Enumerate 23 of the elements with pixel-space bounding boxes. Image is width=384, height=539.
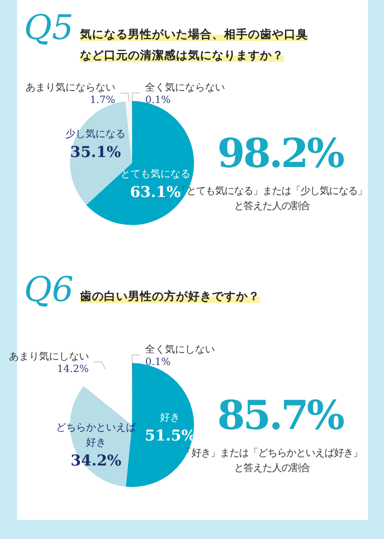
text: Q5 <box>24 8 74 48</box>
text: 98.2% <box>216 130 344 177</box>
text: と答えた人の割合 <box>234 201 310 212</box>
text: Q6 <box>24 270 74 310</box>
data-label: 51.5% <box>144 426 196 444</box>
data-label: 0.1% <box>145 357 171 368</box>
chart-title: 歯の白い男性の方が好きですか？ <box>80 289 260 303</box>
data-label: 14.2% <box>57 364 89 375</box>
text: 「好き」または「どちらかといえば好き」 <box>180 446 364 461</box>
data-label: 35.1% <box>70 142 121 161</box>
slice-label: 全く気にならない <box>145 82 226 94</box>
data-label: 34.2% <box>70 451 122 470</box>
slice-label: 少し気になる <box>66 128 126 140</box>
data-label: 0.1% <box>145 95 171 106</box>
slice-label: あまり気にしない <box>8 351 89 362</box>
text: 85.7% <box>217 392 343 439</box>
data-label: 1.7% <box>90 95 116 106</box>
slice-label: あまり気にならない <box>25 82 116 94</box>
slice-label: 全く気にしない <box>145 344 216 356</box>
text: と答えた人の割合 <box>233 462 311 476</box>
slice-label: 好き <box>160 412 180 424</box>
data-label: 63.1% <box>130 183 181 202</box>
slice-label: とても気になる <box>120 169 190 180</box>
